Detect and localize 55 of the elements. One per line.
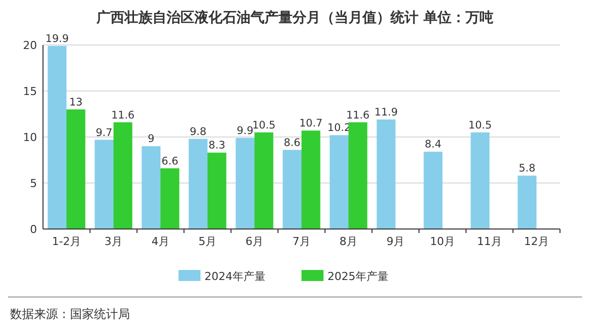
x-tick-label: 1-2月 xyxy=(52,235,81,248)
x-tick-label: 12月 xyxy=(524,235,549,248)
bar xyxy=(518,176,536,229)
bar xyxy=(254,132,274,229)
legend-label: 2025年产量 xyxy=(328,270,388,283)
bar xyxy=(282,150,302,229)
y-tick-label: 10 xyxy=(23,131,37,144)
bar xyxy=(236,138,254,229)
bar xyxy=(208,152,226,229)
x-tick-label: 5月 xyxy=(198,235,216,248)
source-note: 数据来源：国家统计局 xyxy=(10,307,130,321)
x-tick-label: 3月 xyxy=(104,235,122,248)
data-label: 10.5 xyxy=(252,119,276,132)
bar xyxy=(160,168,180,229)
data-label: 9.8 xyxy=(190,126,206,138)
bar xyxy=(376,120,396,229)
y-tick-label: 5 xyxy=(30,177,37,190)
x-tick-label: 6月 xyxy=(246,235,264,248)
x-tick-label: 11月 xyxy=(477,235,502,248)
data-label: 8.3 xyxy=(208,140,226,152)
y-tick-label: 0 xyxy=(30,223,37,236)
bar xyxy=(330,135,348,229)
chart-title: 广西壮族自治区液化石油气产量分月（当月值）统计 单位：万吨 xyxy=(96,9,494,26)
bar xyxy=(424,152,442,229)
x-tick-label: 8月 xyxy=(340,235,358,248)
data-label: 13 xyxy=(69,96,83,108)
data-label: 11.6 xyxy=(111,109,135,122)
x-tick-label: 7月 xyxy=(292,235,310,248)
data-label: 8.4 xyxy=(424,138,442,151)
data-label: 11.6 xyxy=(346,109,370,122)
bar xyxy=(94,140,114,229)
data-label: 9.9 xyxy=(236,124,254,137)
data-label: 6.6 xyxy=(162,155,179,168)
y-tick-label: 20 xyxy=(23,39,37,52)
data-label: 10.5 xyxy=(468,119,492,132)
x-tick-label: 10月 xyxy=(430,235,455,248)
bar xyxy=(348,122,368,229)
bar xyxy=(48,46,66,229)
data-label: 19.9 xyxy=(45,32,69,45)
legend-label: 2024年产量 xyxy=(204,270,266,283)
bar xyxy=(66,109,86,229)
bar xyxy=(188,138,208,229)
x-tick-label: 4月 xyxy=(152,235,170,248)
data-label: 5.8 xyxy=(518,162,536,175)
data-label: 9 xyxy=(148,133,154,146)
data-label: 10.7 xyxy=(299,118,323,130)
data-label: 11.9 xyxy=(374,106,398,119)
data-label: 9.7 xyxy=(96,126,112,139)
bar xyxy=(470,132,490,229)
y-tick-label: 15 xyxy=(23,85,37,98)
bar xyxy=(302,130,320,229)
data-label: 8.6 xyxy=(284,136,301,149)
x-tick-label: 9月 xyxy=(386,235,404,248)
bar xyxy=(142,146,160,229)
bar xyxy=(114,122,132,229)
